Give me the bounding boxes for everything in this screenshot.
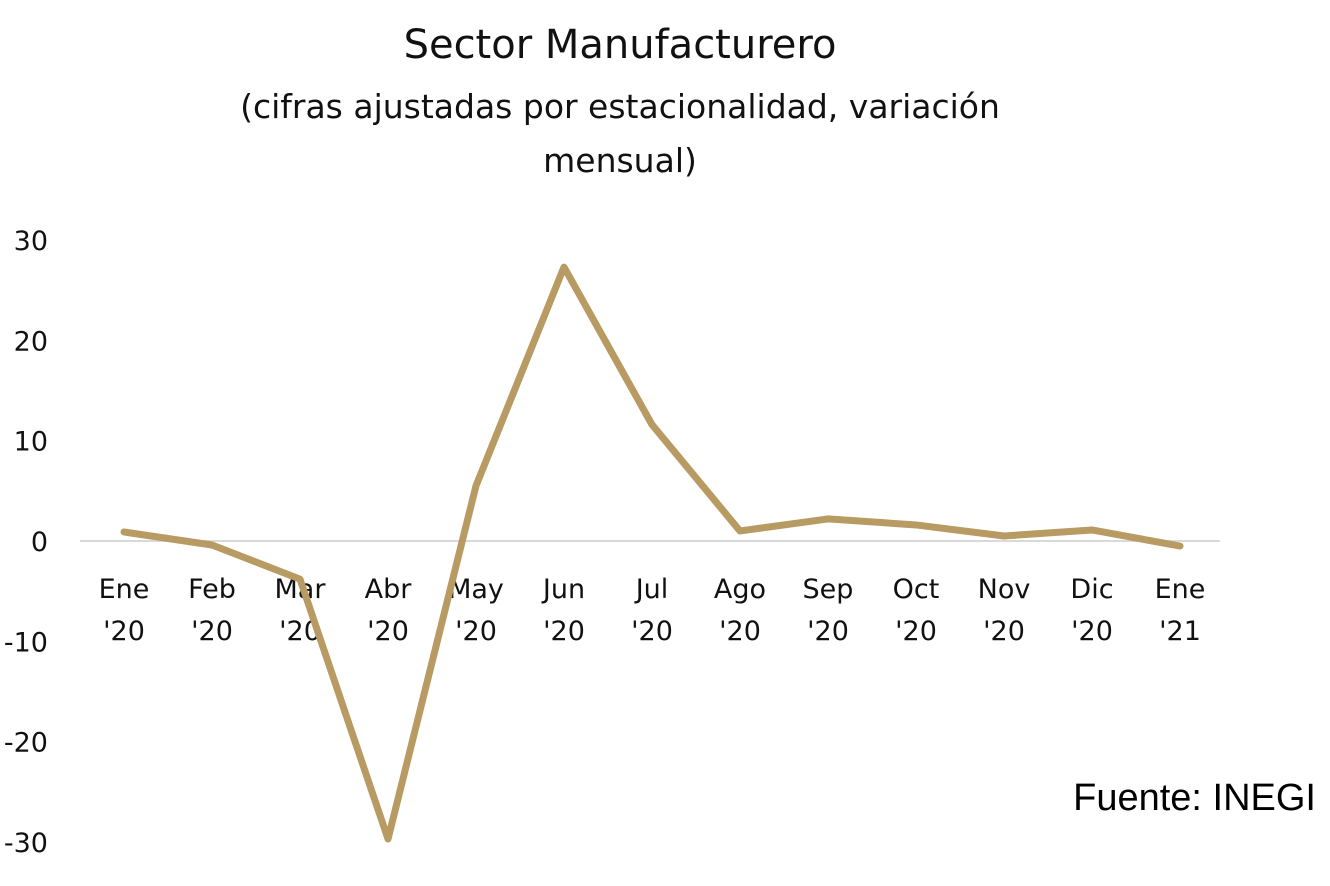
x-tick-month: Sep — [803, 574, 854, 605]
x-tick-label: Sep '20 — [803, 574, 854, 647]
x-tick-month: Ago — [714, 574, 766, 605]
x-tick-month: Feb — [188, 574, 236, 605]
x-tick-label: Oct '20 — [893, 574, 940, 647]
y-tick-label: -30 — [4, 828, 48, 859]
y-tick-label: 30 — [14, 226, 48, 257]
x-tick-year: '20 — [631, 616, 673, 647]
x-tick-label: Ago '20 — [714, 574, 766, 647]
x-tick-label: Abr '20 — [365, 574, 413, 647]
x-tick-year: '20 — [807, 616, 849, 647]
x-tick-month: Dic — [1070, 574, 1113, 605]
x-tick-year: '20 — [983, 616, 1025, 647]
x-tick-year: '20 — [719, 616, 761, 647]
x-tick-year: '20 — [1071, 616, 1113, 647]
x-tick-label: Dic '20 — [1070, 574, 1113, 647]
source-label: Fuente: INEGI — [1073, 777, 1316, 819]
x-tick-year: '20 — [895, 616, 937, 647]
x-tick-month: Jun — [541, 574, 585, 605]
x-tick-month: Jul — [634, 574, 669, 605]
x-tick-label: Ene '21 — [1155, 574, 1206, 647]
x-tick-label: May '20 — [448, 574, 504, 647]
y-tick-label: 10 — [14, 427, 48, 458]
x-tick-month: Nov — [978, 574, 1031, 605]
x-tick-year: '20 — [191, 616, 233, 647]
x-tick-label: Ene '20 — [99, 574, 150, 647]
y-tick-label: 20 — [14, 326, 48, 357]
y-tick-label: -10 — [4, 627, 48, 658]
y-axis: 30 20 10 0 -10 -20 -30 — [4, 226, 48, 859]
x-tick-year: '21 — [1159, 616, 1201, 647]
x-tick-month: Oct — [893, 574, 940, 605]
x-tick-year: '20 — [103, 616, 145, 647]
y-tick-label: -20 — [4, 728, 48, 759]
x-tick-label: Jun '20 — [541, 574, 585, 647]
chart-subtitle-line-1: (cifras ajustadas por estacionalidad, va… — [240, 87, 1000, 126]
chart-title: Sector Manufacturero — [404, 22, 837, 68]
x-tick-month: Abr — [365, 574, 413, 605]
x-tick-year: '20 — [543, 616, 585, 647]
x-tick-year: '20 — [367, 616, 409, 647]
x-tick-year: '20 — [455, 616, 497, 647]
y-tick-label: 0 — [31, 527, 48, 558]
chart-subtitle-line-2: mensual) — [543, 141, 697, 180]
x-tick-month: May — [448, 574, 504, 605]
x-tick-month: Ene — [1155, 574, 1206, 605]
x-tick-label: Jul '20 — [631, 574, 673, 647]
x-tick-label: Nov '20 — [978, 574, 1031, 647]
x-tick-month: Ene — [99, 574, 150, 605]
series-line — [120, 263, 1184, 843]
x-tick-label: Feb '20 — [188, 574, 236, 647]
